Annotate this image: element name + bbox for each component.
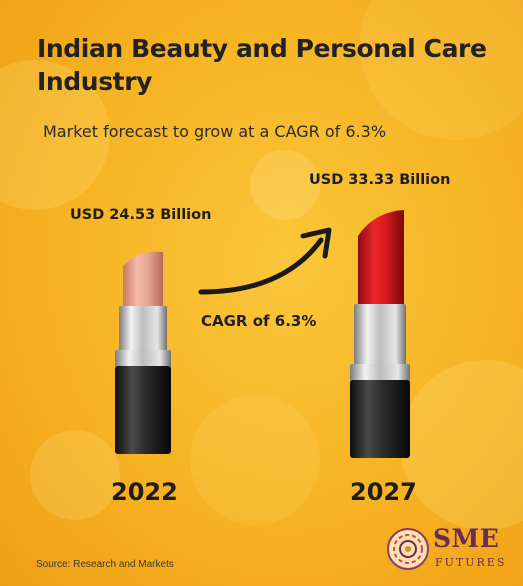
value-label-2022: USD 24.53 Billion	[70, 207, 212, 223]
lipstick-2027-icon	[350, 210, 410, 458]
lipstick-2022-icon	[115, 251, 171, 454]
year-label-2027: 2027	[350, 478, 417, 506]
logo-text-sme: SME	[433, 524, 500, 553]
bokeh-light	[190, 395, 320, 525]
logo-text-futures: FUTURES	[435, 556, 507, 569]
sme-futures-logo-icon	[387, 528, 429, 570]
value-label-2027: USD 33.33 Billion	[309, 172, 451, 188]
cagr-annotation: CAGR of 6.3%	[201, 312, 317, 330]
bokeh-light	[250, 150, 320, 220]
growth-arrow-icon	[198, 227, 332, 295]
chart-title: Indian Beauty and Personal Care Industry	[37, 34, 487, 96]
chart-subtitle: Market forecast to grow at a CAGR of 6.3…	[43, 122, 387, 141]
sme-futures-logo[interactable]: SME FUTURES	[386, 524, 516, 580]
source-note: Source: Research and Markets	[36, 559, 174, 570]
bokeh-light	[30, 430, 120, 520]
year-label-2022: 2022	[111, 478, 178, 506]
